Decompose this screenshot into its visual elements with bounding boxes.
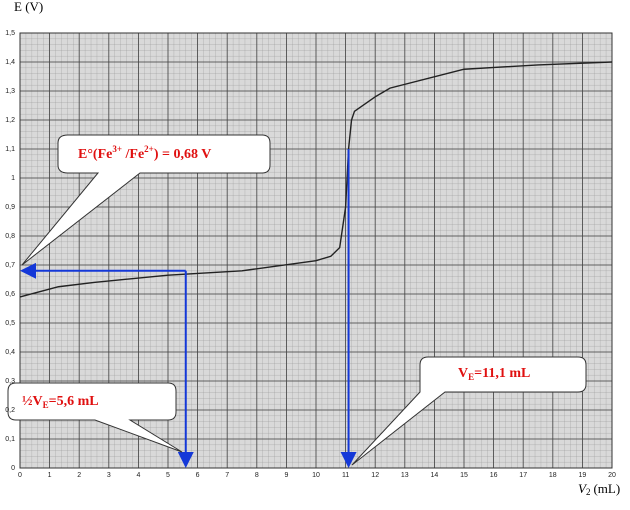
x-tick-label: 10	[312, 472, 320, 479]
x-tick-label: 2	[77, 472, 81, 479]
x-tick-label: 15	[460, 472, 468, 479]
y-tick-label: 1,2	[5, 117, 15, 124]
y-tick-label: 1,5	[5, 30, 15, 37]
annotation-part: /Fe	[122, 147, 144, 162]
annotation-part: E	[468, 372, 474, 382]
annotation-part: E	[43, 400, 49, 410]
y-tick-label: 0,7	[5, 262, 15, 269]
y-tick-label: 0,2	[5, 407, 15, 414]
annotation-part: V	[458, 366, 468, 381]
x-tick-label: 9	[284, 472, 288, 479]
x-tick-label: 14	[431, 472, 439, 479]
plot-frame	[19, 32, 613, 469]
y-tick-label: 0,3	[5, 378, 15, 385]
y-tick-label: 1,1	[5, 146, 15, 153]
annotation-part: =5,6 mL	[49, 394, 99, 409]
y-tick-label: 0,5	[5, 320, 15, 327]
annotation-part: ½V	[22, 394, 43, 409]
annotation: VE=11,1 mL	[458, 366, 530, 382]
annotation-part: 3+	[112, 144, 122, 154]
annotation-part: E°(Fe	[78, 147, 112, 162]
x-tick-label: 18	[549, 472, 557, 479]
x-tick-label: 20	[608, 472, 616, 479]
x-tick-label: 5	[166, 472, 170, 479]
x-tick-label: 8	[255, 472, 259, 479]
x-tick-label: 19	[579, 472, 587, 479]
y-tick-label: 0,1	[5, 436, 15, 443]
annotation: ½VE=5,6 mL	[22, 394, 99, 410]
x-label-sub: 2	[586, 487, 591, 497]
y-tick-label: 1,4	[5, 59, 15, 66]
x-tick-label: 4	[136, 472, 140, 479]
x-tick-label: 7	[225, 472, 229, 479]
annotation-part: =11,1 mL	[474, 366, 530, 381]
x-tick-label: 1	[48, 472, 52, 479]
x-axis-label: V2 (mL)	[578, 481, 620, 497]
annotation-part: ) = 0,68 V	[154, 147, 212, 162]
y-tick-label: 0,9	[5, 204, 15, 211]
curve	[19, 61, 613, 298]
x-tick-label: 17	[519, 472, 527, 479]
x-tick-label: 0	[18, 472, 22, 479]
annotation: E°(Fe3+ /Fe2+) = 0,68 V	[78, 144, 211, 162]
y-tick-label: 0,8	[5, 233, 15, 240]
x-tick-label: 6	[196, 472, 200, 479]
x-tick-label: 3	[107, 472, 111, 479]
x-tick-label: 12	[371, 472, 379, 479]
y-tick-label: 0,6	[5, 291, 15, 298]
callouts	[7, 134, 587, 466]
x-label-unit: (mL)	[593, 481, 620, 496]
x-tick-label: 13	[401, 472, 409, 479]
annotation-part: 2+	[144, 144, 154, 154]
x-label-text: V	[578, 481, 588, 496]
y-tick-label: 1	[11, 175, 15, 182]
x-tick-label: 16	[490, 472, 498, 479]
marks	[19, 61, 613, 468]
y-tick-label: 1,3	[5, 88, 15, 95]
callout-box	[21, 134, 271, 266]
callout-box	[7, 382, 183, 453]
y-axis-label: E (V)	[14, 0, 43, 14]
y-tick-label: 0	[11, 465, 15, 472]
callout-box	[351, 356, 587, 466]
x-tick-label: 11	[342, 472, 349, 479]
y-tick-label: 0,4	[5, 349, 15, 356]
